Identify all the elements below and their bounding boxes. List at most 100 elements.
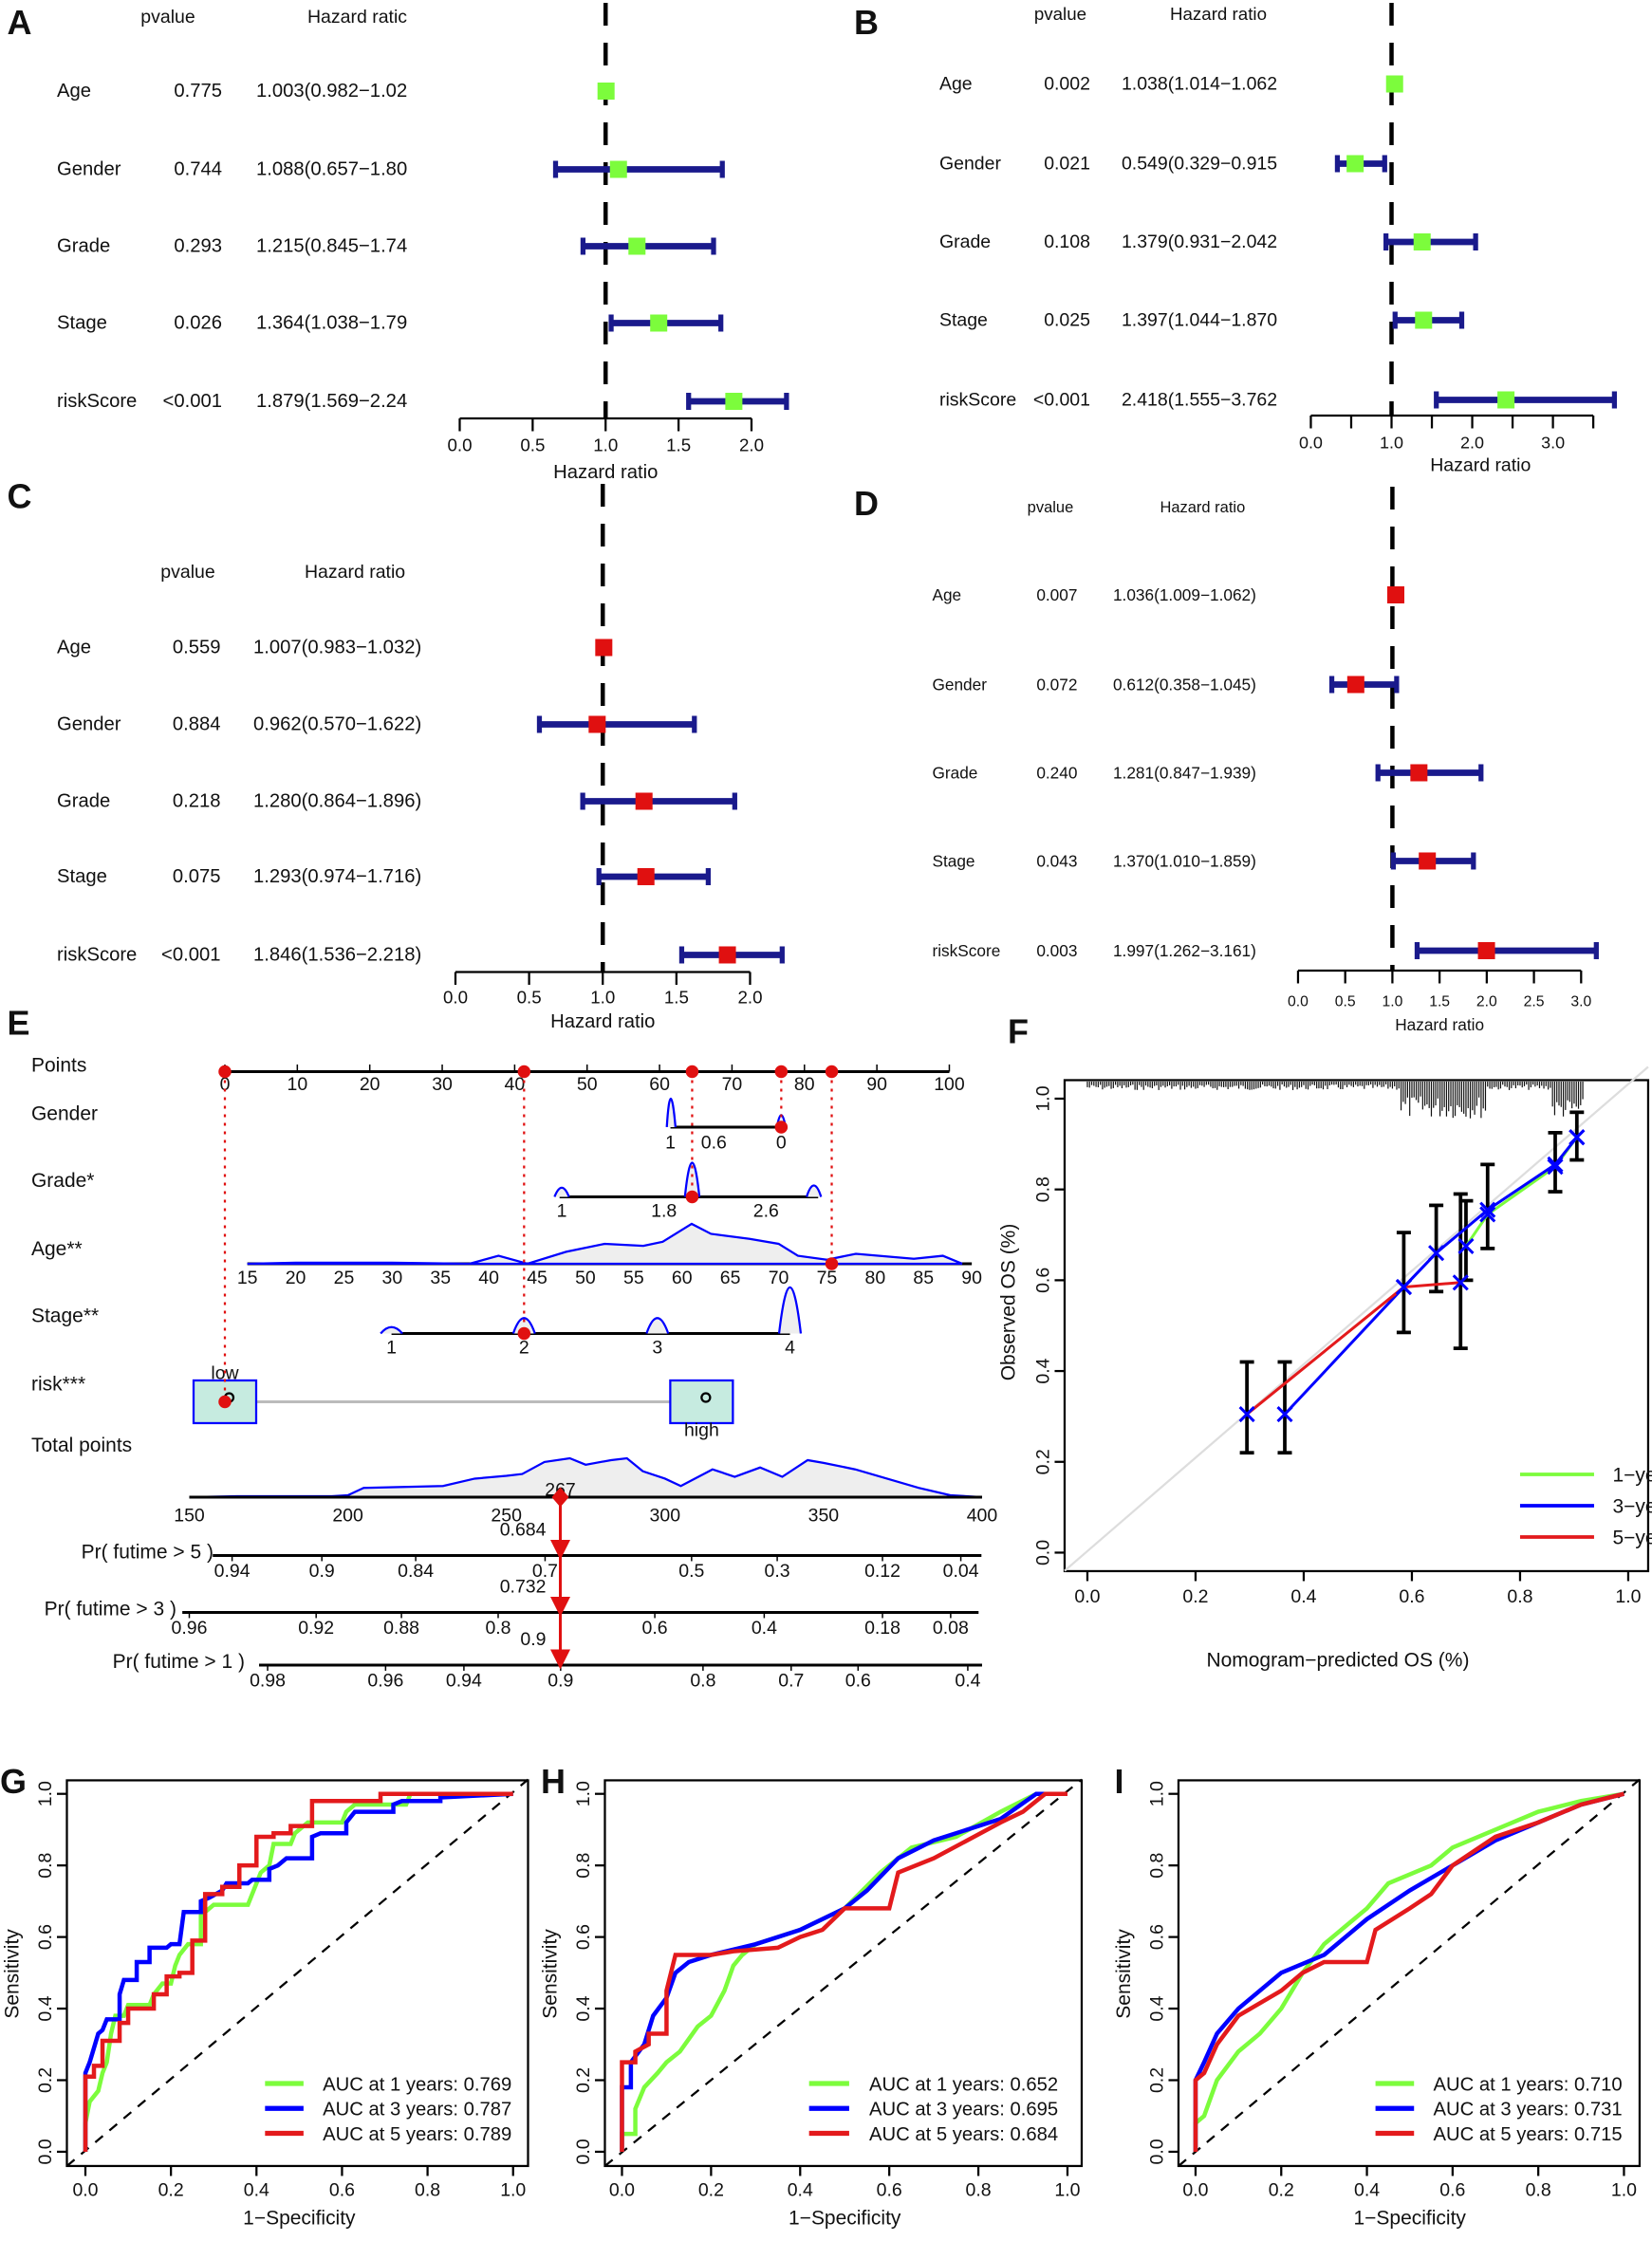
variable-label: Gender (57, 159, 121, 180)
hazard-ratio-value: 1.879(1.569−2.24 (256, 391, 407, 412)
y-tick-label: 1.0 (35, 1781, 56, 1806)
hazard-ratio-value: 1.364(1.038−1.79 (256, 312, 407, 333)
variable-label: Gender (57, 713, 121, 734)
hazard-ratio-value: 1.281(0.847−1.939) (1113, 763, 1256, 782)
row-label-points: Points (31, 1054, 86, 1076)
x-axis-title: Hazard ratio (1395, 1015, 1484, 1034)
selected-points-dot (218, 1065, 232, 1079)
variable-label: Grade (932, 763, 977, 782)
probability-tick-label: 0.5 (678, 1561, 704, 1582)
hazard-ratio-value: 1.003(0.982−1.02 (256, 81, 407, 102)
hazard-ratio-value: 1.215(0.845−1.74 (256, 236, 407, 257)
x-tick-label: 2.0 (739, 435, 764, 454)
age-tick-label: 90 (961, 1268, 982, 1288)
x-tick-label: 0.4 (1354, 2179, 1380, 2200)
probability-tick-label: 0.84 (398, 1561, 434, 1582)
panel-label: E (7, 1003, 29, 1042)
risk-high-label: high (684, 1419, 719, 1440)
hazard-ratio-value: 1.007(0.983−1.032) (253, 637, 421, 657)
stage-density (645, 1317, 670, 1334)
probability-tick-label: 0.94 (446, 1670, 482, 1691)
points-tick-label: 10 (287, 1074, 307, 1095)
variable-label: Age (932, 585, 961, 604)
x-axis-title: 1−Specificity (789, 2207, 901, 2229)
y-tick-label: 0.0 (573, 2139, 594, 2164)
probability-value: 0.732 (500, 1576, 547, 1597)
pvalue-value: <0.001 (163, 391, 222, 412)
y-tick-label: 0.6 (35, 1924, 56, 1950)
point-x-marker (1428, 1245, 1445, 1262)
pvalue-value: 0.108 (1044, 232, 1090, 252)
x-tick-label: 1.0 (1380, 433, 1403, 452)
y-tick-label: 0.0 (1146, 2139, 1167, 2164)
probability-tick-label: 0.3 (765, 1561, 790, 1582)
pvalue-value: <0.001 (1033, 389, 1090, 410)
chance-diagonal (65, 1778, 529, 2167)
x-tick-label: 0.4 (1290, 1586, 1316, 1607)
pvalue-header: pvalue (140, 7, 195, 28)
hazard-ratio-marker (1410, 764, 1428, 782)
total-points-tick-label: 400 (967, 1505, 998, 1526)
x-tick-label: 2.0 (1460, 433, 1484, 452)
roc-curve-blue (83, 1791, 513, 2152)
point-x-marker (1457, 1237, 1475, 1255)
calibration-line-blue (1283, 1136, 1578, 1416)
x-tick-label: 0.0 (1299, 433, 1323, 452)
row-label-grade: Grade* (31, 1170, 95, 1192)
pvalue-header: pvalue (1034, 4, 1086, 24)
points-tick-label: 60 (649, 1074, 670, 1095)
roc-curve-blue (620, 1791, 1067, 2152)
y-tick-label: 0.8 (1032, 1176, 1053, 1202)
plot-frame (1177, 1779, 1642, 2168)
x-tick-label: 0.0 (609, 2179, 635, 2200)
x-tick-label: 1.0 (500, 2179, 526, 2200)
age-density (247, 1222, 963, 1266)
plot-frame (65, 1779, 529, 2168)
x-tick-label: 2.0 (1476, 993, 1497, 1009)
pvalue-value: 0.072 (1036, 675, 1077, 694)
hazard-ratio-marker (1386, 585, 1404, 603)
row-label-gender: Gender (31, 1102, 98, 1124)
probability-tick-label: 0.8 (485, 1618, 510, 1639)
probability-tick-label: 0.92 (298, 1618, 334, 1639)
gender-tick-label: 0.6 (701, 1132, 727, 1153)
legend-label: AUC at 5 years: 0.789 (323, 2124, 511, 2145)
chance-diagonal (1178, 1778, 1641, 2167)
pvalue-value: 0.559 (173, 637, 221, 657)
x-axis-title: Hazard ratio (550, 1011, 655, 1032)
hazard-ratio-value: 1.397(1.044−1.870 (1122, 309, 1277, 330)
x-tick-label: 0.4 (244, 2179, 269, 2200)
y-tick-label: 0.2 (1032, 1449, 1053, 1474)
probability-marker (549, 1596, 570, 1617)
points-tick-label: 90 (866, 1074, 887, 1095)
x-tick-label: 0.0 (443, 987, 468, 1007)
panel-label: C (7, 476, 31, 515)
grade-tick-label: 2.6 (753, 1200, 779, 1221)
y-tick-label: 0.8 (1146, 1853, 1167, 1879)
points-tick-label: 80 (794, 1074, 815, 1095)
hazard-ratio-marker (1419, 852, 1437, 870)
risk-high-box (669, 1379, 734, 1425)
selected-value-dot (774, 1120, 789, 1134)
hazard-ratio-header: Hazard ratio (305, 562, 405, 583)
hazard-ratio-marker (588, 715, 606, 733)
x-tick-label: 0.6 (877, 2179, 902, 2200)
points-tick-label: 40 (505, 1074, 526, 1095)
x-axis-title: Hazard ratio (553, 462, 658, 483)
hazard-ratio-marker (1415, 311, 1433, 329)
hazard-ratio-value: 1.846(1.536−2.218) (253, 944, 421, 965)
y-tick-label: 0.8 (35, 1853, 56, 1879)
x-tick-label: 0.5 (1335, 993, 1356, 1009)
legend-label: AUC at 5 years: 0.715 (1434, 2124, 1623, 2145)
hazard-ratio-value: 1.370(1.010−1.859) (1113, 851, 1256, 870)
y-tick-label: 0.6 (1032, 1268, 1053, 1293)
hazard-ratio-value: 1.036(1.009−1.062) (1113, 585, 1256, 604)
hazard-ratio-marker (628, 237, 646, 255)
x-tick-label: 1.0 (1054, 2179, 1080, 2200)
pvalue-value: 0.007 (1036, 585, 1077, 604)
total-points-density (189, 1456, 983, 1499)
hazard-ratio-marker (597, 83, 615, 101)
age-tick-label: 85 (913, 1268, 934, 1288)
chance-diagonal (603, 1778, 1083, 2167)
stage-tick-label: 4 (785, 1337, 795, 1358)
